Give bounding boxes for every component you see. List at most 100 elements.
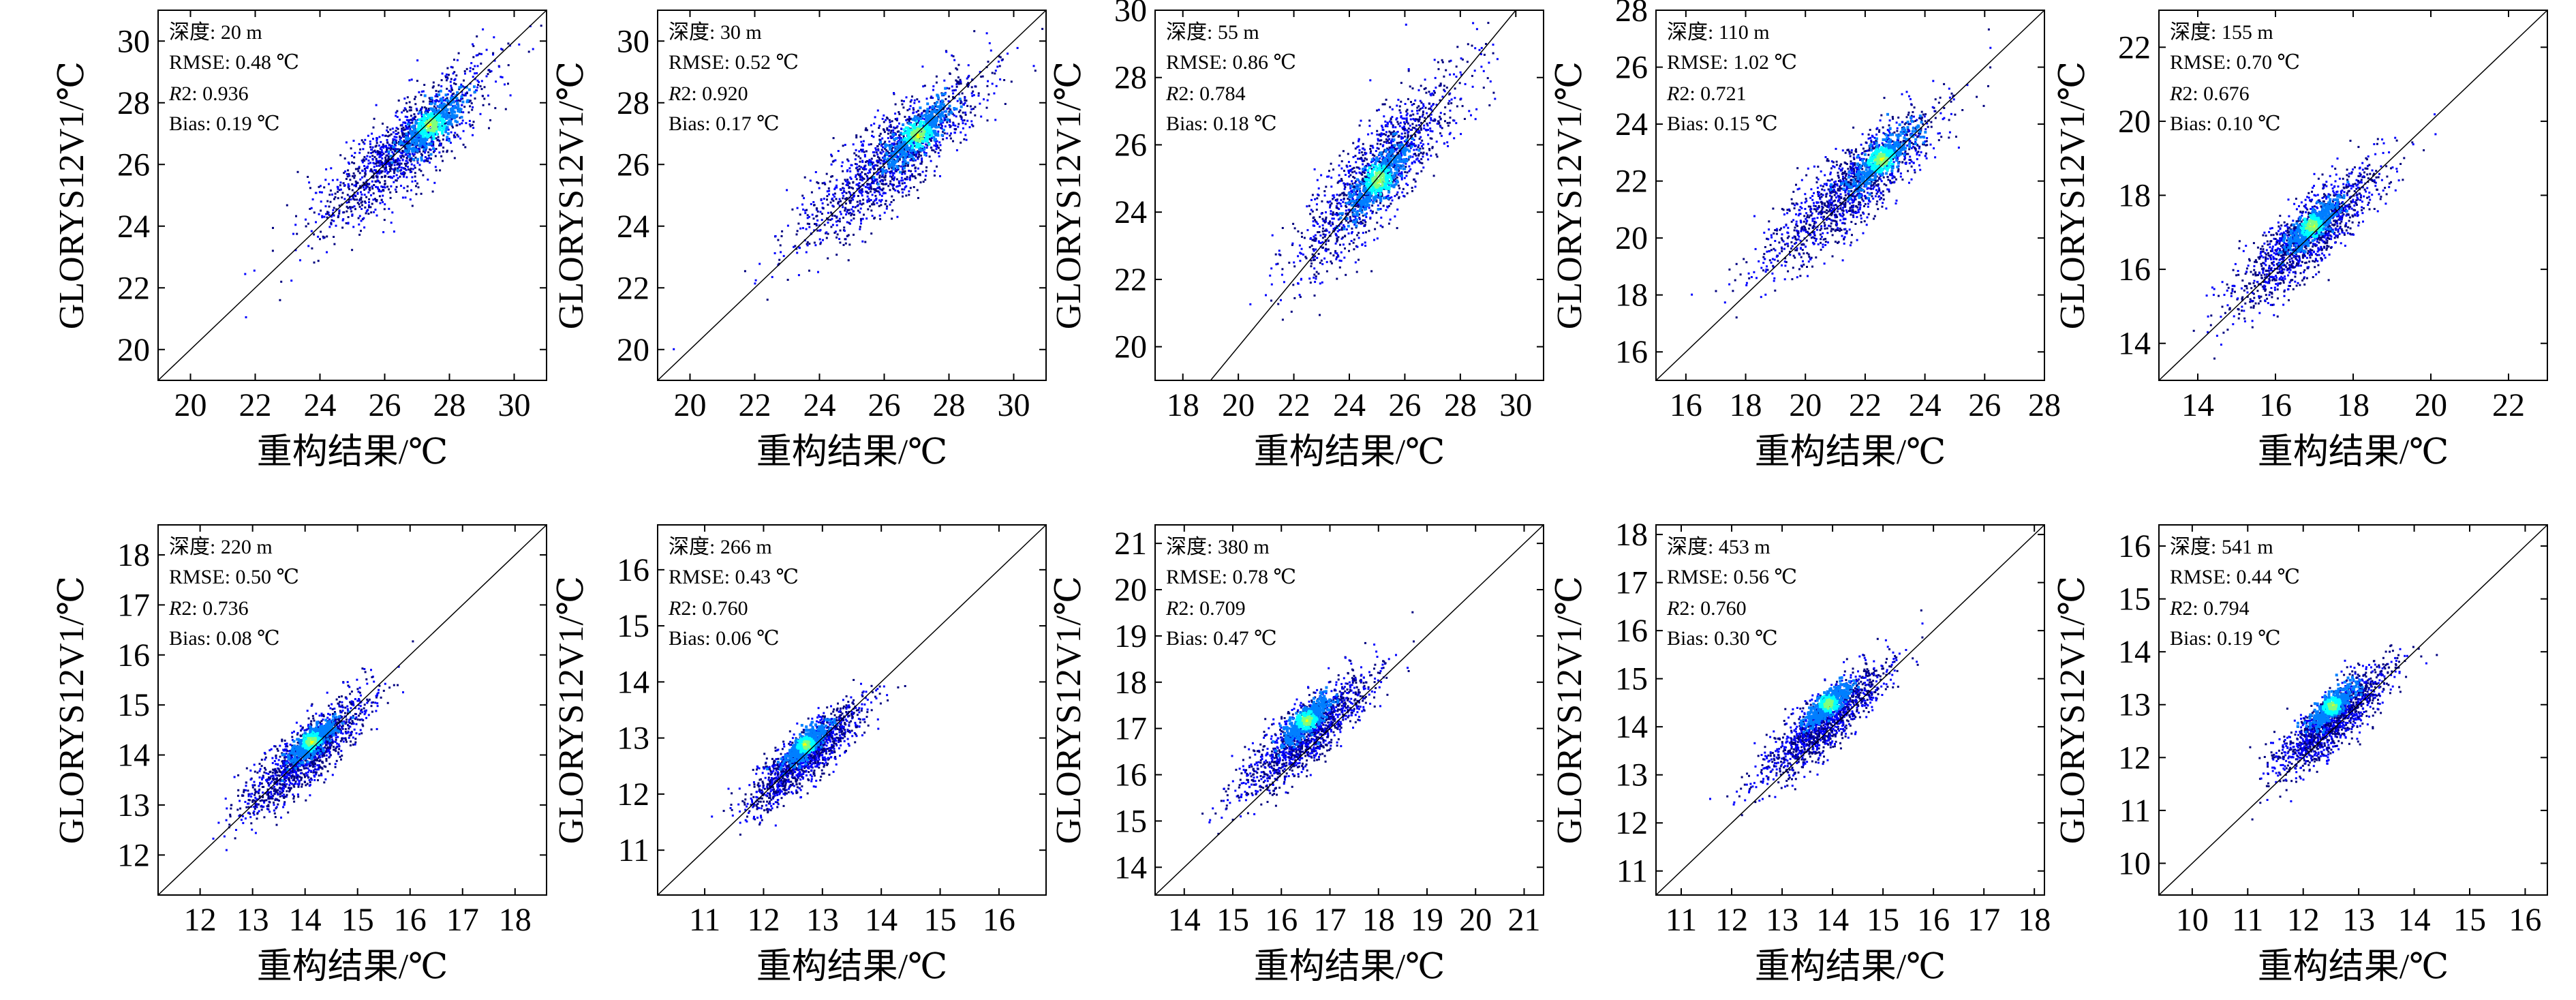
data-point (848, 167, 851, 170)
data-point (1416, 112, 1419, 115)
data-point (478, 52, 480, 55)
data-point (866, 186, 869, 189)
data-point (315, 221, 317, 224)
data-point (771, 275, 773, 278)
data-point (462, 143, 465, 146)
data-point (1475, 108, 1478, 110)
data-point (1413, 161, 1416, 164)
data-point (898, 122, 900, 125)
data-point (915, 110, 918, 113)
density-point (888, 163, 891, 166)
data-point (921, 112, 923, 115)
data-point (980, 76, 983, 78)
data-point (885, 119, 887, 121)
density-point (439, 89, 442, 93)
data-point (1271, 234, 1274, 237)
data-point (1393, 163, 1396, 166)
density-point (924, 132, 927, 135)
density-point (433, 130, 436, 133)
data-point (774, 235, 777, 237)
data-point (843, 230, 846, 232)
data-point (1032, 65, 1035, 67)
data-point (1424, 128, 1427, 131)
data-point (1383, 103, 1386, 106)
data-point (367, 185, 369, 188)
data-point (835, 198, 838, 200)
data-point (893, 176, 896, 179)
data-point (1404, 171, 1407, 173)
data-point (1450, 59, 1452, 62)
data-point (501, 48, 504, 51)
data-point (338, 209, 341, 212)
data-point (899, 138, 902, 140)
data-point (1306, 229, 1309, 232)
data-point (403, 162, 406, 165)
data-point (453, 136, 456, 138)
density-point (423, 148, 426, 151)
data-point (820, 199, 823, 202)
data-point (900, 179, 903, 182)
density-point (416, 149, 419, 153)
data-point (1385, 142, 1388, 145)
data-point (1390, 154, 1392, 157)
data-point (380, 147, 382, 149)
data-point (848, 192, 851, 194)
data-point (925, 166, 928, 168)
data-point (865, 129, 868, 132)
data-point (939, 100, 942, 103)
data-point (388, 188, 390, 191)
density-point (927, 135, 931, 138)
data-point (1432, 93, 1435, 96)
data-point (850, 208, 853, 211)
data-point (1348, 198, 1351, 201)
data-point (1455, 122, 1458, 125)
data-point (370, 194, 372, 196)
data-point (804, 209, 807, 212)
data-point (877, 148, 880, 151)
density-point (461, 100, 465, 104)
data-point (931, 149, 934, 151)
density-point (923, 147, 926, 151)
data-point (393, 170, 396, 172)
density-point (431, 119, 435, 123)
data-point (399, 138, 401, 141)
data-point (873, 199, 876, 202)
data-point (913, 108, 915, 111)
data-point (827, 257, 829, 260)
data-point (977, 94, 980, 97)
data-point (405, 160, 408, 162)
density-point (448, 119, 451, 123)
data-point (381, 153, 384, 156)
density-point (915, 145, 918, 149)
x-tick-label: 22 (739, 387, 771, 423)
data-point (1388, 130, 1391, 133)
data-point (902, 161, 904, 164)
density-point (429, 132, 433, 135)
density-point (419, 138, 423, 142)
data-point (1420, 136, 1422, 138)
data-point (358, 142, 361, 145)
data-point (369, 146, 372, 149)
data-point (892, 199, 895, 202)
data-point (998, 65, 1001, 67)
data-point (852, 206, 855, 208)
data-point (838, 217, 841, 220)
density-point (441, 117, 444, 121)
data-point (1325, 230, 1328, 232)
density-point (431, 131, 435, 134)
data-point (338, 204, 341, 207)
data-point (388, 144, 391, 147)
data-point (397, 132, 400, 134)
data-point (371, 180, 373, 183)
data-point (1414, 135, 1417, 138)
density-point (444, 106, 448, 109)
density-point (904, 138, 907, 141)
data-point (891, 195, 893, 198)
data-point (397, 163, 399, 166)
data-point (1346, 183, 1349, 186)
data-point (808, 223, 810, 226)
data-point (482, 95, 484, 97)
data-point (972, 125, 975, 127)
data-point (414, 136, 416, 138)
data-point (410, 168, 412, 170)
